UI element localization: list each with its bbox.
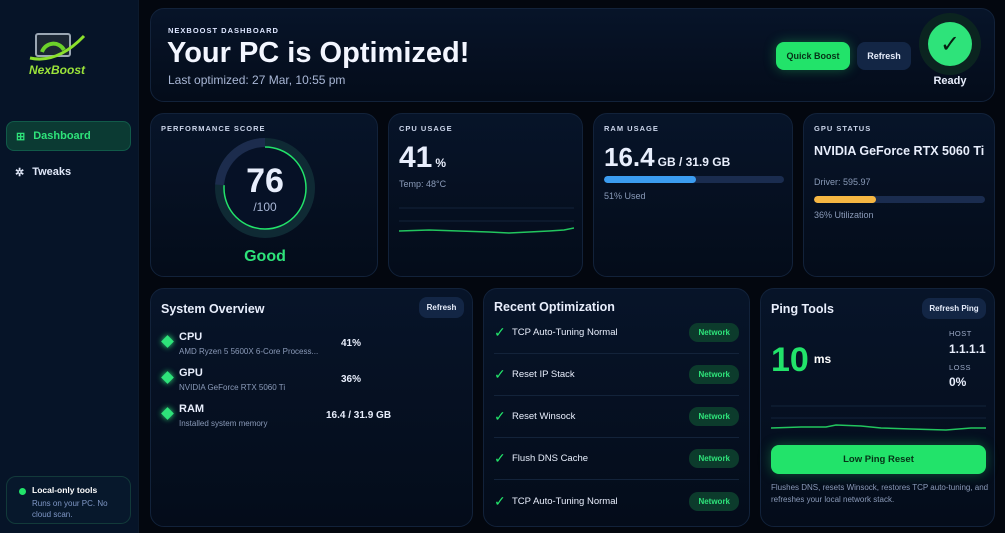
- item-name: RAM: [179, 403, 205, 415]
- item-label: TCP Auto-Tuning Normal: [512, 327, 618, 338]
- ram-percent: 51% Used: [604, 191, 646, 201]
- recent-item: ✓ Reset Winsock Network: [494, 396, 739, 438]
- sidebar-item-dashboard[interactable]: ⊞ Dashboard: [6, 121, 131, 151]
- network-tag: Network: [689, 365, 739, 384]
- item-label: Flush DNS Cache: [512, 453, 589, 464]
- low-ping-reset-button[interactable]: Low Ping Reset: [771, 445, 986, 474]
- overview-item-cpu: CPU AMD Ryzen 5 5600X 6-Core Process... 41…: [161, 331, 461, 367]
- sidebar-item-tweaks[interactable]: ✲ Tweaks: [15, 166, 72, 179]
- cpu-temp: Temp: 48°C: [399, 179, 447, 189]
- ram-used: 16.4: [604, 142, 655, 172]
- recent-item: ✓ TCP Auto-Tuning Normal Network: [494, 312, 739, 354]
- recent-item: ✓ TCP Auto-Tuning Normal Network: [494, 480, 739, 522]
- check-icon: ✓: [494, 450, 506, 466]
- cpu-usage-card: CPU USAGE 41% Temp: 48°C: [388, 113, 583, 277]
- score-rating: Good: [244, 248, 286, 265]
- ping-ms: 10: [771, 341, 809, 379]
- item-desc: NVIDIA GeForce RTX 5060 Ti: [179, 383, 286, 392]
- check-icon: ✓: [494, 366, 506, 382]
- loss-value: 0%: [949, 375, 967, 389]
- diamond-icon: [161, 407, 174, 420]
- item-desc: Installed system memory: [179, 419, 268, 428]
- check-icon: ✓: [494, 492, 506, 509]
- ram-value: 16.4 GB / 31.9 GB: [604, 142, 730, 173]
- item-name: GPU: [179, 367, 203, 379]
- status-dot-icon: [19, 488, 26, 495]
- diamond-icon: [161, 371, 174, 384]
- check-icon: ✓: [494, 408, 506, 424]
- section-title: Recent Optimization: [494, 300, 615, 314]
- cpu-sparkline: [399, 207, 574, 234]
- ram-total: GB / 31.9 GB: [657, 155, 731, 169]
- check-icon: ✓: [928, 22, 972, 66]
- recent-optimization-card: Recent Optimization ✓ TCP Auto-Tuning Nor…: [483, 288, 750, 527]
- diamond-icon: [161, 335, 174, 348]
- last-optimized: Last optimized: 27 Mar, 10:55 pm: [168, 73, 346, 87]
- card-label: PERFORMANCE SCORE: [161, 124, 266, 133]
- page-title: Your PC is Optimized!: [167, 37, 470, 69]
- host-label: HOST: [949, 329, 972, 338]
- host-value: 1.1.1.1: [949, 342, 986, 356]
- ping-sparkline: [771, 405, 986, 431]
- gpu-status-card: GPU STATUS NVIDIA GeForce RTX 5060 Ti Dr…: [803, 113, 995, 277]
- performance-score-card: PERFORMANCE SCORE 76 /100 Good: [150, 113, 378, 277]
- item-label: Reset Winsock: [512, 411, 576, 422]
- refresh-button[interactable]: Refresh: [857, 42, 911, 70]
- item-label: Reset IP Stack: [512, 369, 575, 380]
- ram-progress-bar: [604, 176, 784, 183]
- cpu-unit: %: [435, 156, 447, 170]
- eyebrow: NEXBOOST DASHBOARD: [168, 26, 279, 35]
- svg-text:NexBoost: NexBoost: [29, 63, 86, 77]
- section-title: Ping Tools: [771, 302, 834, 316]
- network-tag: Network: [689, 449, 739, 468]
- gpu-progress-bar: [814, 196, 985, 203]
- recent-item: ✓ Flush DNS Cache Network: [494, 438, 739, 480]
- nexboost-logo: NexBoost: [29, 33, 86, 77]
- item-label: TCP Auto-Tuning Normal: [512, 495, 618, 507]
- gpu-utilization: 36% Utilization: [814, 210, 874, 220]
- quick-boost-button[interactable]: Quick Boost: [776, 42, 850, 70]
- section-title: System Overview: [161, 302, 265, 316]
- overview-item-ram: RAM Installed system memory 16.4 / 31.9 GB: [161, 403, 461, 439]
- item-value: 41%: [341, 338, 362, 349]
- cpu-percent: 41: [399, 141, 433, 174]
- local-only-notice: Local-only tools Runs on your PC. No clo…: [6, 476, 131, 524]
- refresh-ping-button[interactable]: Refresh Ping: [922, 298, 986, 319]
- status-label: Ready: [933, 75, 967, 87]
- ram-usage-card: RAM USAGE 16.4 GB / 31.9 GB 51% Used: [593, 113, 793, 277]
- ping-unit: ms: [813, 352, 832, 366]
- check-icon: ✓: [494, 324, 506, 340]
- gpu-name: NVIDIA GeForce RTX 5060 Ti: [814, 144, 985, 158]
- network-tag: Network: [689, 407, 739, 426]
- loss-label: LOSS: [949, 363, 972, 372]
- score-value: 76: [246, 162, 284, 200]
- ready-indicator: ✓: [919, 13, 981, 75]
- network-tag: Network: [689, 323, 739, 342]
- item-value: 36%: [341, 374, 362, 385]
- system-overview-card: System Overview Refresh CPU AMD Ryzen 5 5…: [150, 288, 473, 527]
- ping-value: 10 ms: [771, 341, 831, 380]
- sparkle-icon: ✲: [15, 166, 25, 179]
- score-gauge: [215, 138, 315, 238]
- ping-reset-description: Flushes DNS, resets Winsock, restores TC…: [771, 483, 989, 504]
- network-tag: Network: [689, 491, 739, 511]
- card-label: GPU STATUS: [814, 124, 872, 133]
- card-label: CPU USAGE: [399, 124, 453, 133]
- card-label: RAM USAGE: [604, 124, 659, 133]
- ping-tools-card: Ping Tools Refresh Ping 10 ms HOST 1.1.1.…: [760, 288, 995, 527]
- item-name: CPU: [179, 331, 203, 343]
- header-card: NEXBOOST DASHBOARD Your PC is Optimized!…: [150, 8, 995, 102]
- overview-refresh-button[interactable]: Refresh: [419, 297, 464, 318]
- grid-icon: ⊞: [16, 130, 26, 143]
- overview-item-gpu: GPU NVIDIA GeForce RTX 5060 Ti 36%: [161, 367, 461, 403]
- item-value: 16.4 / 31.9 GB: [326, 410, 392, 421]
- score-max: /100: [253, 200, 277, 214]
- gpu-driver: Driver: 595.97: [814, 177, 871, 187]
- sidebar: NexBoost ⊞ Dashboard ✲ Tweaks Local-only…: [0, 0, 139, 533]
- recent-item: ✓ Reset IP Stack Network: [494, 354, 739, 396]
- cpu-value: 41%: [399, 141, 446, 175]
- item-desc: AMD Ryzen 5 5600X 6-Core Process...: [179, 347, 319, 356]
